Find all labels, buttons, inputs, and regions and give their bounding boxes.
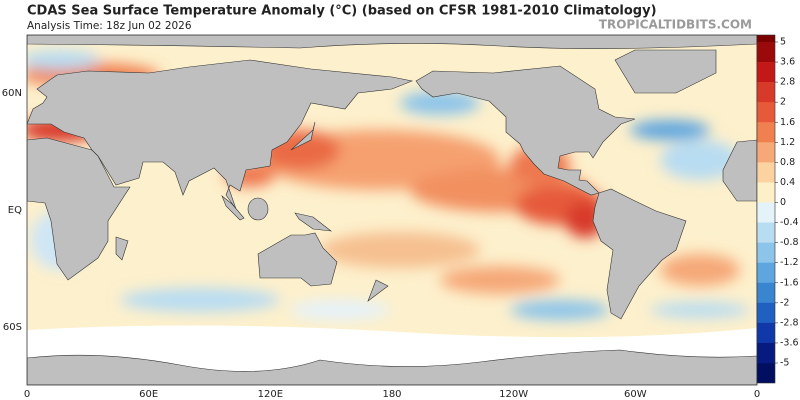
lon-label: 0 xyxy=(24,389,30,400)
west-africa xyxy=(722,139,757,202)
colorbar-segment xyxy=(757,302,775,324)
colorbar-label: -2.8 xyxy=(780,317,799,328)
colorbar-cap xyxy=(757,35,775,42)
colorbar-segment xyxy=(757,262,775,284)
title: CDAS Sea Surface Temperature Anomaly (°C… xyxy=(27,4,657,19)
colorbar-label: -3.6 xyxy=(780,337,799,348)
colorbar-segment xyxy=(757,282,775,304)
north-america xyxy=(415,65,636,196)
colorbar-segment xyxy=(757,242,775,263)
arctic-land xyxy=(27,35,757,49)
colorbar-label: -1.6 xyxy=(780,277,799,288)
lon-label: 120E xyxy=(258,389,283,400)
watermark: TROPICALTIDBITS.COM xyxy=(599,18,752,32)
south-america xyxy=(592,188,687,320)
colorbar-cap xyxy=(757,363,775,383)
colorbar-segment xyxy=(757,162,775,183)
colorbar-label: -1.2 xyxy=(780,257,799,268)
colorbar-frame xyxy=(756,34,776,384)
lon-label: 0 xyxy=(754,389,760,400)
colorbar-label: 3.6 xyxy=(780,57,795,68)
colorbar-label: 0 xyxy=(780,197,786,208)
madagascar xyxy=(115,236,129,261)
colorbar-label: -2 xyxy=(780,297,789,308)
new-zealand xyxy=(367,279,389,302)
colorbar-segment xyxy=(757,42,775,63)
analysis-time: Analysis Time: 18z Jun 02 2026 xyxy=(27,20,192,32)
colorbar-segment xyxy=(757,122,775,143)
colorbar-segment xyxy=(757,142,775,163)
colorbar-segment xyxy=(757,182,775,203)
colorbar-label: 0.4 xyxy=(780,177,795,188)
lat-label: EQ xyxy=(8,205,22,216)
map xyxy=(27,35,757,385)
colorbar-segment xyxy=(757,102,775,123)
antarctica xyxy=(27,349,757,385)
japan xyxy=(290,121,316,151)
colorbar-segment xyxy=(757,82,775,103)
colorbar-label: 5 xyxy=(780,37,786,48)
colorbar-segment xyxy=(757,342,775,364)
sumatra xyxy=(221,195,245,221)
australia xyxy=(257,232,338,287)
colorbar-label: 2 xyxy=(780,97,786,108)
lon-label: 60E xyxy=(139,389,158,400)
greenland xyxy=(614,49,717,94)
lat-label: 60N xyxy=(2,88,22,99)
colorbar: 5 3.6 2.8 2 1.6 1.2 0.8 0.4 0 -0.4 -0.8 -1.2 -1.6 -2 -… xyxy=(756,34,799,384)
new-guinea xyxy=(294,212,333,232)
colorbar-label: 2.8 xyxy=(780,77,795,88)
colorbar-label: -0.4 xyxy=(780,217,799,228)
colorbar-label: 0.8 xyxy=(780,157,795,168)
lon-label: 120W xyxy=(499,389,528,400)
lat-label: 60S xyxy=(3,322,22,333)
lon-label: 180 xyxy=(382,389,401,400)
colorbar-label: -5 xyxy=(780,358,789,369)
eurasia xyxy=(27,59,414,210)
colorbar-segment xyxy=(757,222,775,243)
colorbar-segment xyxy=(757,62,775,83)
borneo xyxy=(247,197,269,221)
lon-label: 60W xyxy=(624,389,647,400)
colorbar-segment xyxy=(757,322,775,344)
colorbar-label: -0.8 xyxy=(780,237,799,248)
colorbar-label: 1.2 xyxy=(780,137,795,148)
colorbar-label: 1.6 xyxy=(780,117,795,128)
colorbar-segment xyxy=(757,202,775,223)
